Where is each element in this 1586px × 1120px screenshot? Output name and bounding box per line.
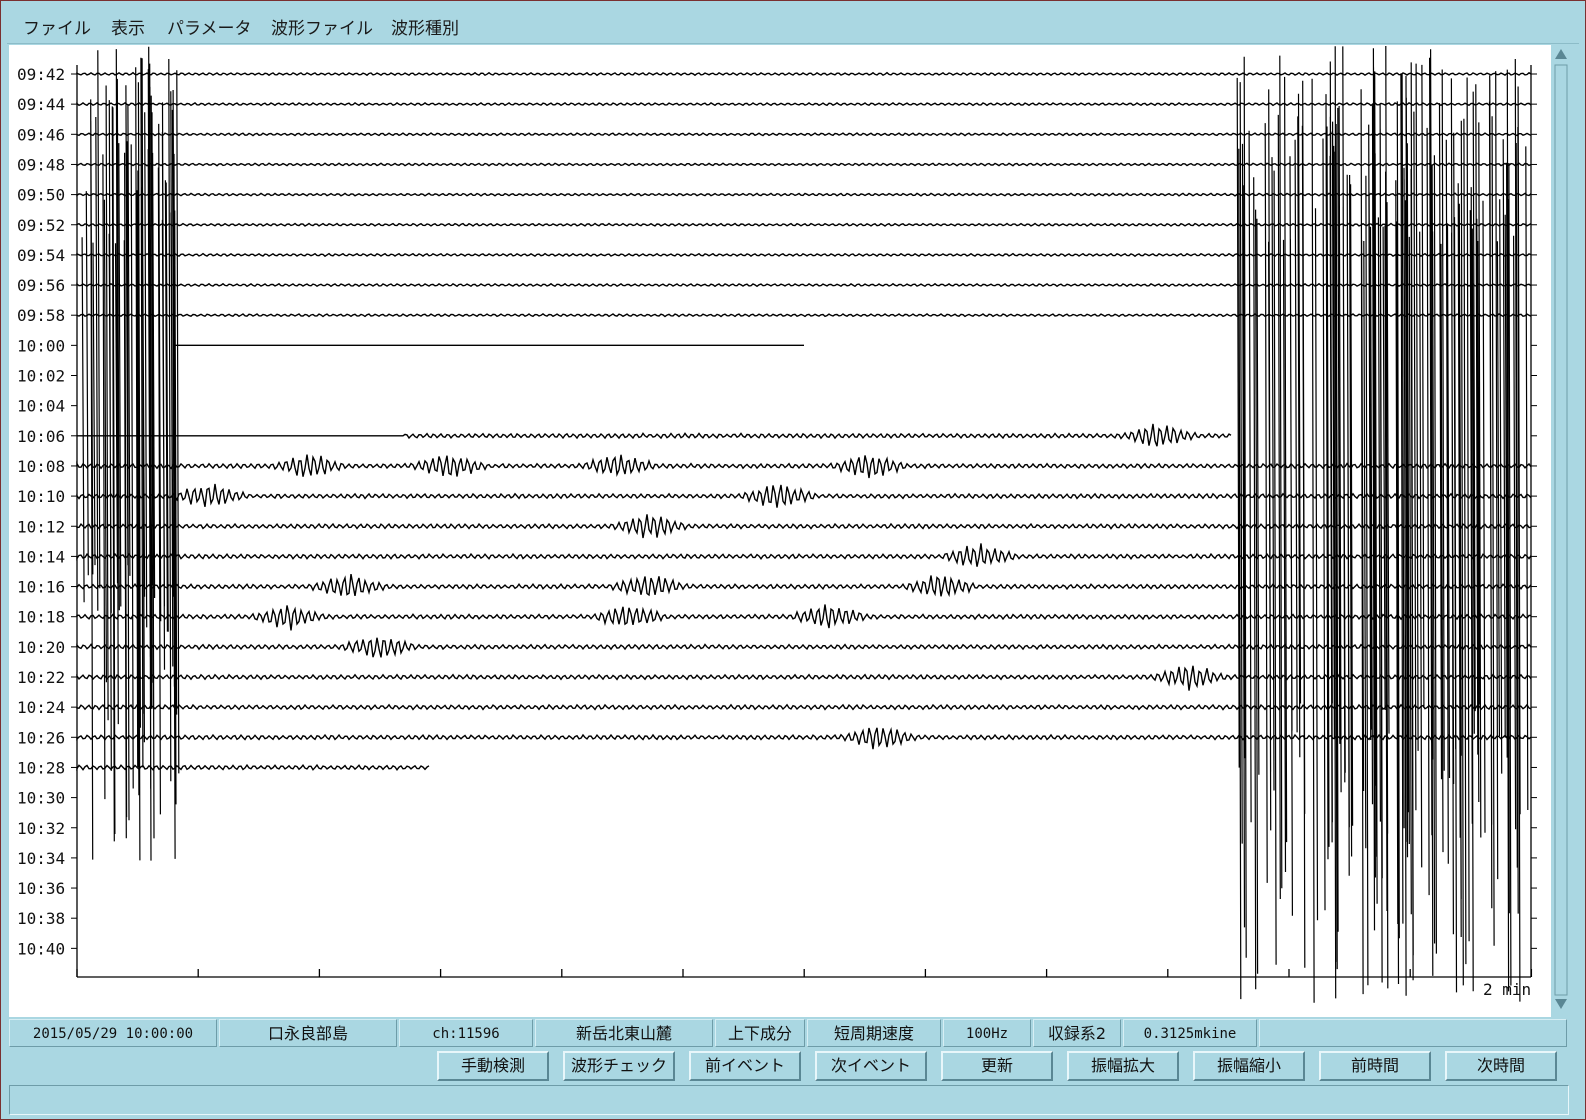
location-field: 新岳北東山麓 — [535, 1019, 713, 1047]
time-row-label: 10:20 — [17, 638, 65, 657]
waveform-trace — [76, 192, 1532, 197]
scroll-up-icon[interactable] — [1555, 49, 1567, 59]
time-row-label: 09:52 — [17, 216, 65, 235]
sensor-field: 短周期速度 — [807, 1019, 941, 1047]
time-row-label: 10:28 — [17, 758, 65, 777]
waveform-trace — [76, 665, 1532, 691]
time-row-label: 10:08 — [17, 457, 65, 476]
datetime-field: 2015/05/29 10:00:00 — [9, 1019, 217, 1047]
time-row-label: 10:34 — [17, 849, 65, 868]
prev-event-button[interactable]: 前イベント — [689, 1051, 801, 1081]
waveform-trace — [77, 423, 1232, 447]
time-row-label: 10:36 — [17, 879, 65, 898]
seismogram-plot: 09:42 09:44 09:46 09:48 09:50 09:52 09:54 09:56… — [9, 45, 1561, 1017]
status-row: 2015/05/29 10:00:00 口永良部島 ch:11596 新岳北東山… — [9, 1019, 1569, 1049]
menu-file[interactable]: ファイル — [23, 19, 91, 39]
waveform-trace — [76, 573, 1532, 598]
button-row: 手動検測 波形チェック 前イベント 次イベント 更新 振幅拡大 振幅縮小 前時間… — [9, 1051, 1569, 1083]
time-row-label: 10:18 — [17, 608, 65, 627]
menu-bar: ファイル 表示 パラメータ 波形ファイル 波形種別 — [7, 5, 1579, 44]
menu-parameters[interactable]: パラメータ — [167, 19, 252, 39]
amplitude-decrease-button[interactable]: 振幅縮小 — [1193, 1051, 1305, 1081]
manual-pick-button[interactable]: 手動検測 — [437, 1051, 549, 1081]
time-row-label: 09:48 — [17, 155, 65, 174]
prev-time-button[interactable]: 前時間 — [1319, 1051, 1431, 1081]
time-row-label: 10:10 — [17, 487, 65, 506]
recorder-field: 収録系2 — [1033, 1019, 1121, 1047]
channel-field: ch:11596 — [399, 1019, 533, 1047]
seismogram-canvas: 09:42 09:44 09:46 09:48 09:50 09:52 09:54 09:56… — [17, 45, 1537, 1003]
waveform-trace — [76, 162, 1532, 167]
time-row-label: 10:30 — [17, 789, 65, 808]
waveform-trace — [76, 483, 1532, 508]
time-row-label: 10:40 — [17, 939, 65, 958]
time-row-label: 10:38 — [17, 909, 65, 928]
sampling-field: 100Hz — [943, 1019, 1031, 1047]
vertical-scrollbar[interactable] — [1551, 45, 1571, 1017]
waveform-trace — [76, 604, 1531, 631]
time-row-label: 10:12 — [17, 517, 65, 536]
time-scale-label: 2 min — [1483, 980, 1531, 999]
waveform-trace — [76, 514, 1532, 539]
time-row-label: 09:50 — [17, 186, 65, 205]
waveform-trace — [76, 222, 1532, 227]
time-row-label: 10:32 — [17, 819, 65, 838]
time-row-label: 10:04 — [17, 397, 65, 416]
time-row-label: 09:56 — [17, 276, 65, 295]
waveform-trace — [76, 454, 1532, 479]
clipped-event-spikes — [1236, 45, 1529, 1003]
time-row-label: 10:16 — [17, 578, 65, 597]
refresh-button[interactable]: 更新 — [941, 1051, 1053, 1081]
time-row-label: 10:00 — [17, 336, 65, 355]
time-row-label: 10:22 — [17, 668, 65, 687]
menu-waveform-file[interactable]: 波形ファイル — [271, 19, 373, 39]
time-row-label: 09:44 — [17, 95, 65, 114]
time-row-label: 10:26 — [17, 728, 65, 747]
time-row-label: 09:46 — [17, 125, 65, 144]
waveform-trace — [76, 727, 1532, 750]
menu-waveform-type[interactable]: 波形種別 — [391, 19, 459, 39]
time-row-label: 09:42 — [17, 65, 65, 84]
time-row-label: 09:58 — [17, 306, 65, 325]
waveform-trace — [76, 543, 1532, 567]
message-bar — [9, 1085, 1569, 1115]
time-row-label: 10:02 — [17, 367, 65, 386]
waveform-trace — [76, 71, 1532, 77]
next-event-button[interactable]: 次イベント — [815, 1051, 927, 1081]
time-row-label: 10:14 — [17, 547, 65, 566]
waveform-trace — [76, 763, 430, 772]
amplitude-increase-button[interactable]: 振幅拡大 — [1067, 1051, 1179, 1081]
waveform-trace — [76, 703, 1532, 711]
waveform-trace — [76, 637, 1532, 658]
clipped-event-spikes — [81, 46, 180, 861]
component-field: 上下成分 — [715, 1019, 805, 1047]
waveform-trace — [76, 252, 1532, 258]
waveform-trace — [76, 102, 1532, 107]
time-row-label: 10:24 — [17, 698, 65, 717]
scroll-down-icon[interactable] — [1555, 999, 1567, 1009]
empty-field — [1259, 1019, 1567, 1047]
station-field: 口永良部島 — [219, 1019, 397, 1047]
scale-field: 0.3125mkine — [1123, 1019, 1257, 1047]
menu-view[interactable]: 表示 — [111, 19, 145, 39]
time-row-label: 09:54 — [17, 246, 65, 265]
waveform-trace — [76, 282, 1532, 288]
waveform-trace — [76, 313, 1532, 318]
scrollbar-track[interactable] — [1554, 64, 1568, 996]
waveform-check-button[interactable]: 波形チェック — [563, 1051, 675, 1081]
next-time-button[interactable]: 次時間 — [1445, 1051, 1557, 1081]
time-row-label: 10:06 — [17, 427, 65, 446]
waveform-trace — [76, 132, 1532, 137]
